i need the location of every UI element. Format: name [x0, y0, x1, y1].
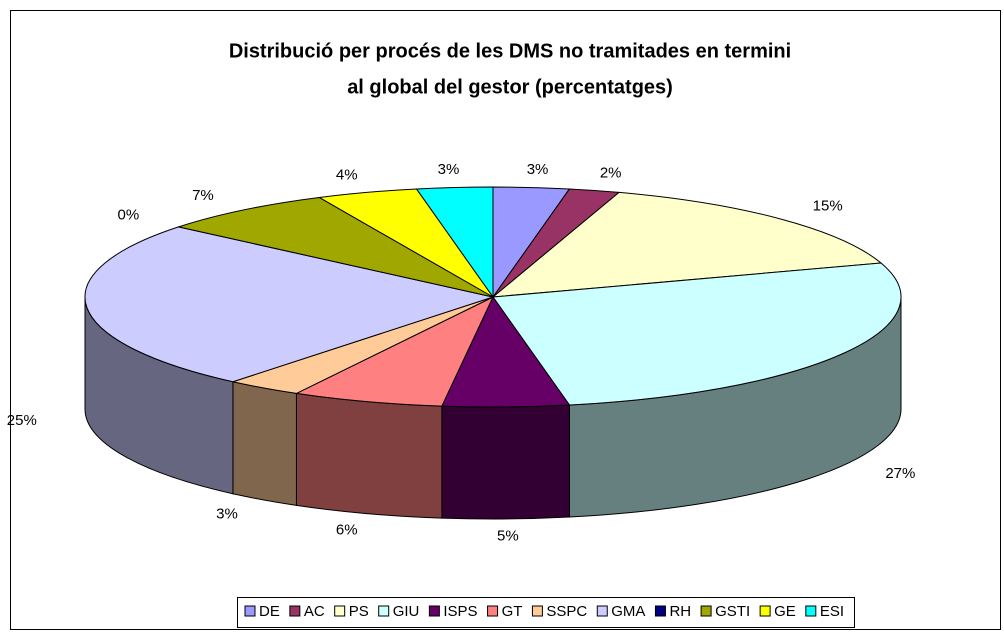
legend-swatch	[334, 605, 346, 617]
data-label: 0%	[117, 207, 139, 224]
legend-label: DE	[259, 603, 280, 620]
pie-slice	[491, 191, 883, 298]
data-label: 4%	[336, 167, 358, 184]
data-label: 6%	[336, 521, 358, 538]
data-label: 27%	[885, 465, 915, 482]
legend-swatch	[759, 605, 771, 617]
data-label: 7%	[192, 187, 214, 204]
data-label: 3%	[438, 161, 460, 178]
legend-swatch	[244, 605, 256, 617]
legend-swatch	[289, 605, 301, 617]
pie-side	[295, 392, 443, 519]
legend-label: ESI	[820, 603, 844, 620]
legend-label: PS	[349, 603, 369, 620]
data-label: 15%	[813, 198, 843, 215]
pie-slice	[176, 196, 494, 298]
legend-label: GE	[774, 603, 796, 620]
legend	[237, 597, 855, 628]
chart-title: Distribució per procés de les DMS no tra…	[229, 40, 791, 62]
legend-label: ISPS	[443, 603, 477, 620]
legend-label: GMA	[611, 603, 645, 620]
legend-swatch	[805, 605, 817, 617]
legend-swatch	[378, 605, 390, 617]
legend-label: GSTI	[715, 603, 750, 620]
data-label: 3%	[527, 161, 549, 178]
legend-swatch	[596, 605, 608, 617]
pie-side	[232, 381, 297, 506]
pie-slice	[492, 262, 902, 406]
legend-label: GIU	[393, 603, 420, 620]
legend-label: RH	[669, 603, 691, 620]
data-label: 3%	[216, 506, 238, 523]
data-label: 5%	[497, 528, 519, 545]
pie-side	[441, 404, 570, 520]
legend-swatch	[487, 605, 499, 617]
data-label: 25%	[7, 412, 37, 429]
legend-swatch	[654, 605, 666, 617]
legend-label: AC	[304, 603, 325, 620]
pie-slice	[415, 186, 494, 299]
data-label: 2%	[600, 164, 622, 181]
legend-swatch	[531, 605, 543, 617]
legend-label: GT	[502, 603, 523, 620]
legend-swatch	[700, 605, 712, 617]
pie-slice	[294, 295, 495, 407]
legend-label: SSPC	[546, 603, 587, 620]
pie-slice	[84, 226, 495, 383]
chart-title: al global del gestor (percentatges)	[347, 76, 673, 98]
legend-swatch	[428, 605, 440, 617]
